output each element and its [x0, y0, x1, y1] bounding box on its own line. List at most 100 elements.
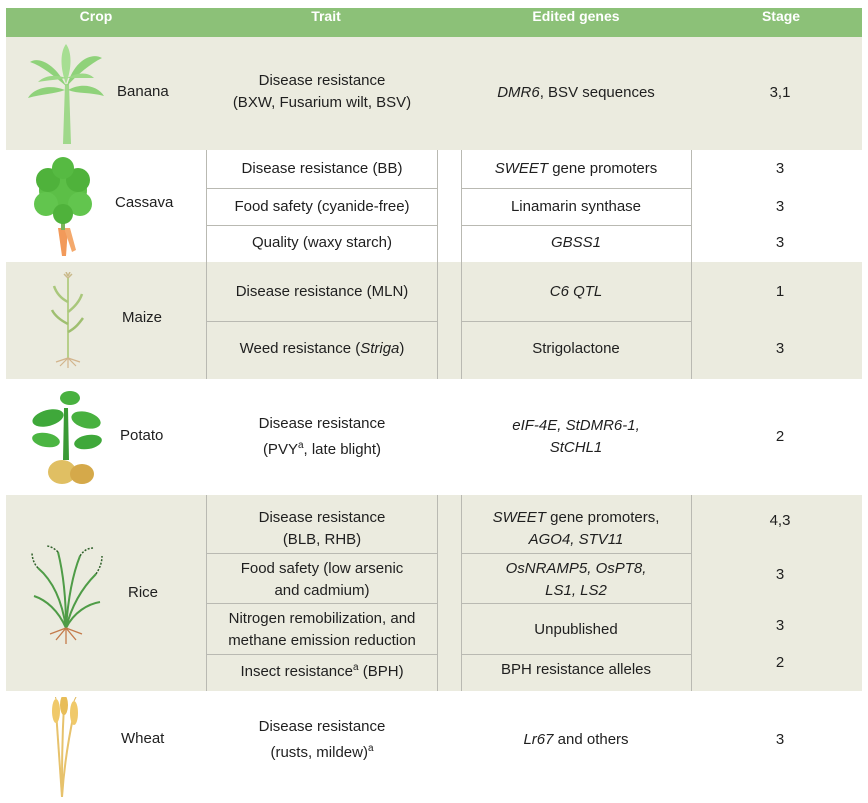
footnote-marker: a — [297, 440, 304, 451]
stage-cell: 3 — [775, 617, 785, 634]
column-divider — [691, 150, 692, 379]
footnote-marker: a — [367, 743, 374, 754]
gene-text: and others — [553, 731, 629, 748]
genes-cell: SWEET gene promoters, AGO4, STV11 — [461, 505, 691, 553]
trait-cell: Food safety (low arsenic and cadmium) — [207, 556, 437, 604]
genes-cell: BPH resistance alleles — [500, 661, 652, 678]
trait-text: Weed resistance ( — [239, 340, 361, 357]
table-header: Crop Trait Edited genes Stage — [6, 8, 862, 37]
trait-cell: Disease resistance (BXW, Fusarium wilt, … — [207, 68, 437, 116]
trait-cell: Disease resistance (MLN) — [235, 283, 409, 300]
rice-plant-icon — [31, 545, 103, 644]
trait-line: Disease resistance — [258, 509, 386, 526]
genes-cell: C6 QTL — [461, 280, 691, 304]
row-divider — [461, 188, 691, 189]
row-divider — [207, 654, 437, 655]
column-divider — [206, 495, 207, 691]
crop-name-potato: Potato — [120, 427, 164, 444]
trait-text: Insect resistance — [240, 663, 353, 680]
wheat-plant-icon — [52, 697, 78, 797]
gene-text: , BSV sequences — [539, 84, 655, 101]
stage-cell: 3 — [775, 340, 785, 357]
stage-cell: 3 — [775, 160, 785, 177]
banana-plant-icon — [28, 44, 104, 144]
potato-plant-icon — [32, 391, 102, 484]
trait-text: , late blight) — [303, 441, 382, 458]
genes-cell: Linamarin synthase — [510, 198, 642, 215]
genes-cell: eIF-4E, StDMR6-1, StCHL1 — [461, 413, 691, 461]
trait-line: Disease resistance — [258, 415, 386, 432]
column-divider — [206, 150, 207, 379]
gene-text: gene promoters — [548, 160, 658, 177]
stage-cell: 3 — [775, 198, 785, 215]
crop-name-banana: Banana — [117, 83, 169, 100]
trait-line: and cadmium) — [274, 582, 370, 599]
trait-text: (PVY — [262, 441, 298, 458]
trait-cell: Food safety (cyanide-free) — [234, 198, 410, 215]
column-divider — [437, 495, 438, 691]
row-divider — [461, 603, 691, 604]
genes-cell: DMR6, BSV sequences — [461, 81, 691, 105]
column-divider — [437, 150, 438, 379]
genes-cell: Unpublished — [534, 621, 618, 638]
gene-name: StCHL1 — [549, 439, 603, 456]
stage-cell: 1 — [775, 283, 785, 300]
column-divider — [691, 495, 692, 691]
column-divider — [461, 150, 462, 379]
footnote-marker: a — [353, 662, 359, 673]
gene-name: GBSS1 — [550, 234, 602, 251]
trait-cell: Disease resistance (rusts, mildew)a — [207, 716, 437, 764]
genes-cell: SWEET gene promoters — [461, 157, 691, 181]
cassava-plant-icon — [34, 157, 92, 256]
row-maize — [6, 262, 862, 379]
trait-cell: Disease resistance (BB) — [241, 160, 403, 177]
row-divider — [461, 654, 691, 655]
trait-line: (BXW, Fusarium wilt, BSV) — [232, 94, 412, 111]
column-divider — [461, 495, 462, 691]
stage-cell: 3,1 — [769, 84, 791, 101]
trait-cell: Insect resistancea (BPH) — [207, 658, 437, 682]
trait-cell: Weed resistance (Striga) — [207, 337, 437, 361]
stage-cell: 2 — [775, 654, 785, 671]
gene-name: Lr67 — [523, 731, 554, 748]
trait-line: Nitrogen remobilization, and — [228, 610, 416, 627]
header-crop: Crop — [79, 8, 113, 24]
row-divider — [461, 321, 691, 322]
stage-cell: 3 — [775, 731, 785, 748]
crop-name-maize: Maize — [122, 309, 163, 326]
trait-cell: Quality (waxy starch) — [251, 234, 393, 251]
genes-cell: Strigolactone — [532, 340, 620, 357]
row-divider — [207, 321, 437, 322]
row-divider — [461, 225, 691, 226]
gene-name: SWEET — [494, 160, 549, 177]
gene-name: DMR6 — [497, 84, 540, 101]
crop-name-rice: Rice — [128, 584, 159, 601]
trait-text: (rusts, mildew) — [270, 744, 368, 761]
trait-cell: Disease resistance (BLB, RHB) — [207, 505, 437, 553]
gene-name: C6 QTL — [549, 283, 603, 300]
stage-cell: 2 — [775, 428, 785, 445]
header-stage: Stage — [761, 8, 801, 24]
genes-cell: Lr67 and others — [461, 728, 691, 752]
row-divider — [207, 603, 437, 604]
genes-cell: OsNRAMP5, OsPT8, LS1, LS2 — [461, 556, 691, 604]
header-edited-genes: Edited genes — [532, 8, 620, 24]
trait-italic: Striga — [360, 340, 400, 357]
trait-text: ) — [399, 340, 405, 357]
stage-cell: 3 — [775, 234, 785, 251]
trait-line: Disease resistance — [258, 718, 386, 735]
trait-line: methane emission reduction — [228, 632, 416, 649]
maize-plant-icon — [50, 272, 85, 368]
gene-name: AGO4, STV11 — [528, 531, 624, 548]
stage-cell: 3 — [775, 566, 785, 583]
trait-text: (BPH) — [358, 663, 404, 680]
gene-name: LS1, LS2 — [545, 582, 607, 599]
gene-text: gene promoters, — [545, 509, 660, 526]
row-banana — [6, 37, 862, 150]
trait-line: Food safety (low arsenic — [240, 560, 404, 577]
gene-name: eIF-4E, StDMR6-1, — [512, 417, 640, 434]
trait-line: Disease resistance — [258, 72, 386, 89]
row-divider — [461, 553, 691, 554]
trait-line: (BLB, RHB) — [282, 531, 362, 548]
stage-cell: 4,3 — [769, 512, 791, 529]
